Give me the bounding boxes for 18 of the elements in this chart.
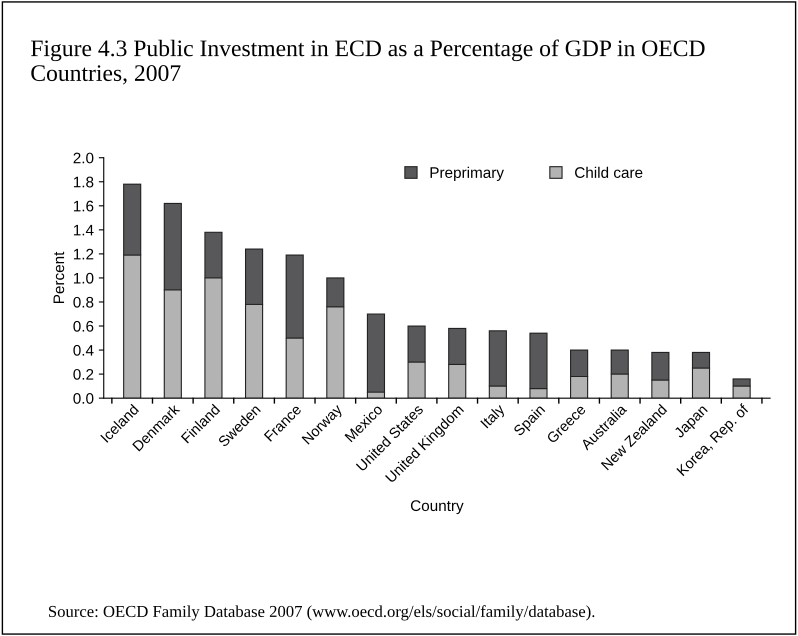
source-note: Source: OECD Family Database 2007 (www.oecd.org/els/social/family/database). [48, 605, 594, 621]
y-tick-label: 1.2 [74, 248, 94, 260]
y-tick-label: 1.4 [74, 224, 94, 236]
x-tick-label: Italy [480, 403, 508, 431]
y-tick-label: 1.6 [74, 200, 94, 212]
legend-label: Child care [575, 166, 642, 178]
legend-label: Preprimary [430, 166, 504, 181]
y-axis-title: Percent [54, 252, 64, 304]
y-tick-label: 0.4 [73, 344, 94, 356]
y-tick-label: 0.0 [73, 393, 94, 404]
y-tick-label: 0.2 [73, 368, 94, 380]
y-tick-label: 0.6 [73, 320, 94, 332]
y-tick-label: 1.0 [74, 272, 94, 284]
y-tick-label: 0.8 [73, 296, 94, 308]
chart-title: Figure 4.3 Public Investment in ECD as a Percentage of GDP in OECD Countries, 2007 [31, 39, 705, 84]
y-tick-label: 2.0 [74, 152, 94, 164]
y-tick-label: 1.8 [74, 176, 94, 188]
x-axis-title: Country [410, 500, 464, 514]
